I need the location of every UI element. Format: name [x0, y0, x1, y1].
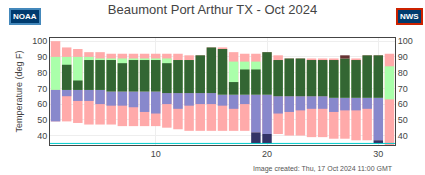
svg-text:30: 30	[373, 149, 383, 159]
svg-text:Temperature (deg F): Temperature (deg F)	[14, 50, 24, 132]
svg-text:40: 40	[398, 131, 408, 141]
svg-text:10: 10	[151, 149, 161, 159]
svg-text:20: 20	[262, 149, 272, 159]
svg-text:70: 70	[398, 84, 408, 94]
svg-text:80: 80	[37, 68, 47, 78]
svg-text:50: 50	[398, 115, 408, 125]
svg-text:100: 100	[32, 36, 47, 46]
svg-text:80: 80	[398, 68, 408, 78]
svg-text:100: 100	[398, 36, 413, 46]
svg-text:90: 90	[398, 52, 408, 62]
svg-text:50: 50	[37, 115, 47, 125]
svg-text:70: 70	[37, 84, 47, 94]
svg-text:NOAA: NOAA	[13, 12, 37, 21]
svg-text:60: 60	[398, 99, 408, 109]
svg-text:60: 60	[37, 99, 47, 109]
svg-text:40: 40	[37, 131, 47, 141]
svg-text:Beaumont Port Arthur TX - Oct: Beaumont Port Arthur TX - Oct 2024	[108, 2, 317, 17]
svg-text:Image created: Thu, 17 Oct 202: Image created: Thu, 17 Oct 2024 11:00 GM…	[253, 165, 393, 173]
svg-text:90: 90	[37, 52, 47, 62]
svg-text:NWS: NWS	[400, 12, 419, 21]
